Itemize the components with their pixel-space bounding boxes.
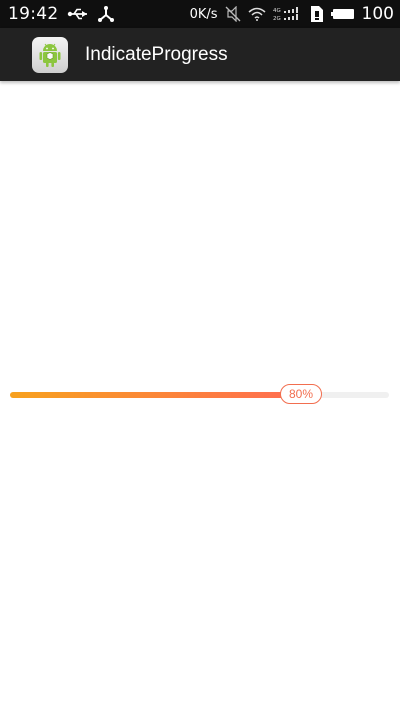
progress-indicator-label: 80% [280,384,322,404]
status-right: 0K/s 4G 2G [190,4,394,24]
wifi-icon [248,7,266,21]
data-rate: 0K/s [189,6,218,22]
sim-icon [310,5,324,23]
battery-icon [330,8,355,20]
progress-fill [10,392,284,398]
indicate-progress-bar[interactable]: 80% [10,384,389,406]
progress-track [10,392,389,398]
status-time: 19:42 [8,4,59,24]
network-label-4g: 4G [273,8,281,14]
battery-level: 100 [361,4,394,24]
network-label-2g: 2G [273,16,281,22]
status-left: 19:42 [8,4,115,24]
mute-icon [225,6,241,22]
share-icon [97,5,115,23]
signal-icon: 4G 2G [273,6,303,22]
app-bar: IndicateProgress [0,28,400,81]
status-bar: 19:42 0K/s [0,0,400,28]
usb-icon [67,7,89,21]
app-title: IndicateProgress [85,43,228,65]
android-app-icon [32,36,68,73]
